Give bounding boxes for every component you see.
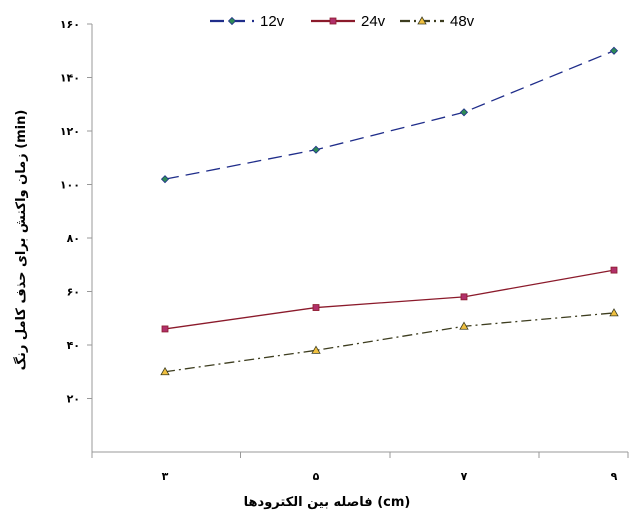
legend-marker bbox=[417, 16, 427, 25]
series-line-48v bbox=[164, 312, 615, 373]
data-point-24v bbox=[610, 266, 618, 274]
x-axis-title: فاصله بین الکترودها (cm) bbox=[244, 495, 411, 510]
series-12v bbox=[160, 46, 619, 184]
y-tick-label: ۶۰ bbox=[67, 286, 80, 299]
legend: 12v 24v 48v bbox=[210, 13, 475, 30]
x-tick-label: ۳ bbox=[162, 470, 169, 483]
legend-entry-24v: 24v bbox=[311, 13, 386, 30]
y-tick-label: ۸۰ bbox=[67, 232, 80, 245]
data-point-48v bbox=[160, 366, 170, 376]
series-line-24v bbox=[164, 269, 615, 330]
legend-label: 12v bbox=[260, 13, 285, 30]
y-axis-ticks: ۲۰ ۴۰ ۶۰ ۸۰ ۱۰۰ ۱۲۰ ۱۴۰ ۱۶۰ bbox=[60, 18, 92, 406]
legend-entry-12v: 12v bbox=[210, 13, 285, 30]
x-tick-label: ۷ bbox=[461, 470, 468, 483]
data-point-24v bbox=[460, 293, 468, 301]
data-point-48v bbox=[609, 308, 619, 317]
y-tick-label: ۱۰۰ bbox=[60, 179, 80, 192]
legend-marker bbox=[329, 17, 337, 25]
data-point-24v bbox=[161, 325, 169, 333]
data-point-48v bbox=[459, 321, 469, 330]
legend-label: 48v bbox=[450, 13, 475, 30]
series-layer bbox=[160, 46, 619, 376]
x-tick-label: ۵ bbox=[313, 470, 320, 483]
y-tick-label: ۱۴۰ bbox=[60, 72, 80, 85]
series-line-12v bbox=[164, 50, 615, 180]
x-tick-label: ۹ bbox=[611, 470, 618, 483]
data-point-12v bbox=[160, 175, 170, 184]
y-tick-label: ۴۰ bbox=[67, 339, 80, 352]
series-48v bbox=[160, 308, 619, 376]
x-axis-ticks: ۳ ۵ ۷ ۹ bbox=[91, 452, 629, 483]
data-point-12v bbox=[459, 108, 469, 117]
legend-label: 24v bbox=[361, 13, 386, 30]
y-axis-title: زمان واکنش برای حذف کامل رنگ (min) bbox=[13, 110, 29, 371]
y-tick-label: ۲۰ bbox=[67, 393, 80, 406]
y-tick-label: ۱۶۰ bbox=[60, 18, 80, 31]
legend-marker bbox=[227, 16, 237, 26]
legend-entry-48v: 48v bbox=[400, 13, 475, 30]
data-point-48v bbox=[311, 345, 321, 354]
y-tick-label: ۱۲۰ bbox=[60, 125, 80, 138]
data-point-12v bbox=[311, 145, 321, 154]
series-24v bbox=[161, 266, 618, 333]
data-point-24v bbox=[312, 304, 320, 311]
data-point-12v bbox=[609, 46, 619, 55]
